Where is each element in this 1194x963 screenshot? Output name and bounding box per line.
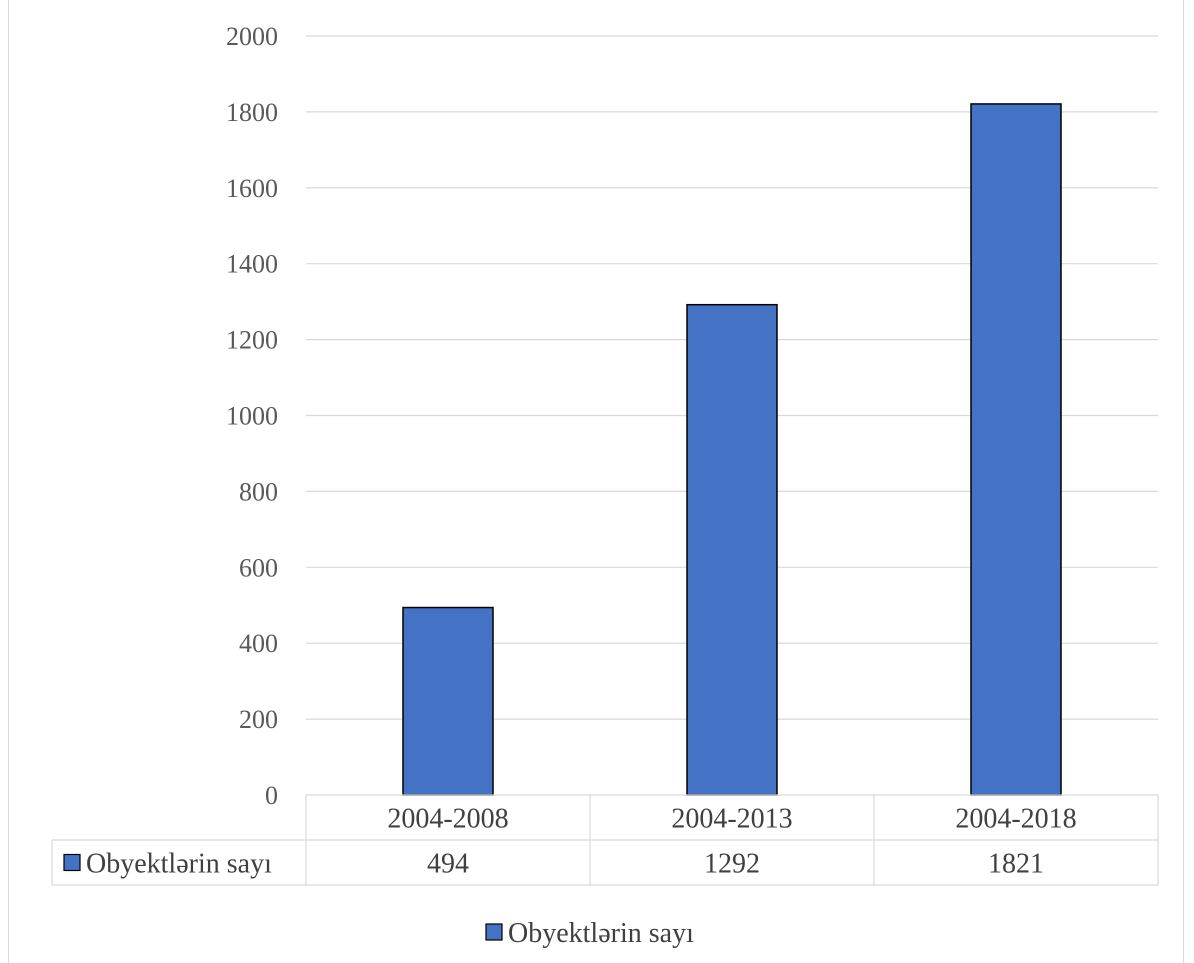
y-tick-label: 2000 (226, 22, 278, 51)
y-tick-label: 1600 (226, 174, 278, 203)
data-table: 2004-2008 2004-2013 2004-2018 Obyektlərin s… (51, 794, 1159, 886)
table-legend-key (63, 853, 81, 872)
table-value-cell: 1821 (988, 849, 1044, 880)
x-category-label: 2004-2013 (671, 804, 792, 835)
bar (686, 303, 778, 796)
legend-key (485, 923, 503, 941)
table-series-name: Obyektlərin sayı (86, 849, 272, 880)
chart-frame (8, 0, 1184, 963)
y-tick-label: 1800 (226, 98, 278, 127)
y-tick-label: 400 (239, 629, 278, 658)
x-category-label: 2004-2018 (955, 804, 1076, 835)
y-tick-label: 1200 (226, 326, 278, 355)
y-tick-label: 600 (239, 553, 278, 582)
y-tick-label: 0 (265, 781, 278, 810)
y-tick-label: 200 (239, 705, 278, 734)
y-tick-label: 1400 (226, 250, 278, 279)
y-axis-ticks: 0 200 400 600 800 1000 1200 1400 1600 1800 2000 (226, 22, 278, 810)
y-tick-label: 1000 (226, 402, 278, 431)
bar (402, 606, 494, 796)
bar (970, 103, 1062, 796)
table-value-cell: 494 (427, 849, 469, 880)
legend: Obyektlərin sayı (485, 918, 694, 949)
y-tick-label: 800 (239, 477, 278, 506)
legend-label: Obyektlərin sayı (508, 918, 694, 949)
bars (402, 103, 1062, 796)
x-category-label: 2004-2008 (387, 804, 508, 835)
table-value-cell: 1292 (704, 849, 760, 880)
